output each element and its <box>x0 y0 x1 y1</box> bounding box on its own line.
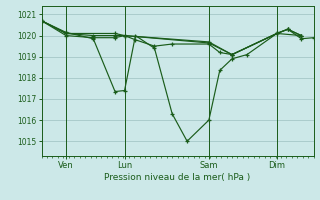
X-axis label: Pression niveau de la mer( hPa ): Pression niveau de la mer( hPa ) <box>104 173 251 182</box>
